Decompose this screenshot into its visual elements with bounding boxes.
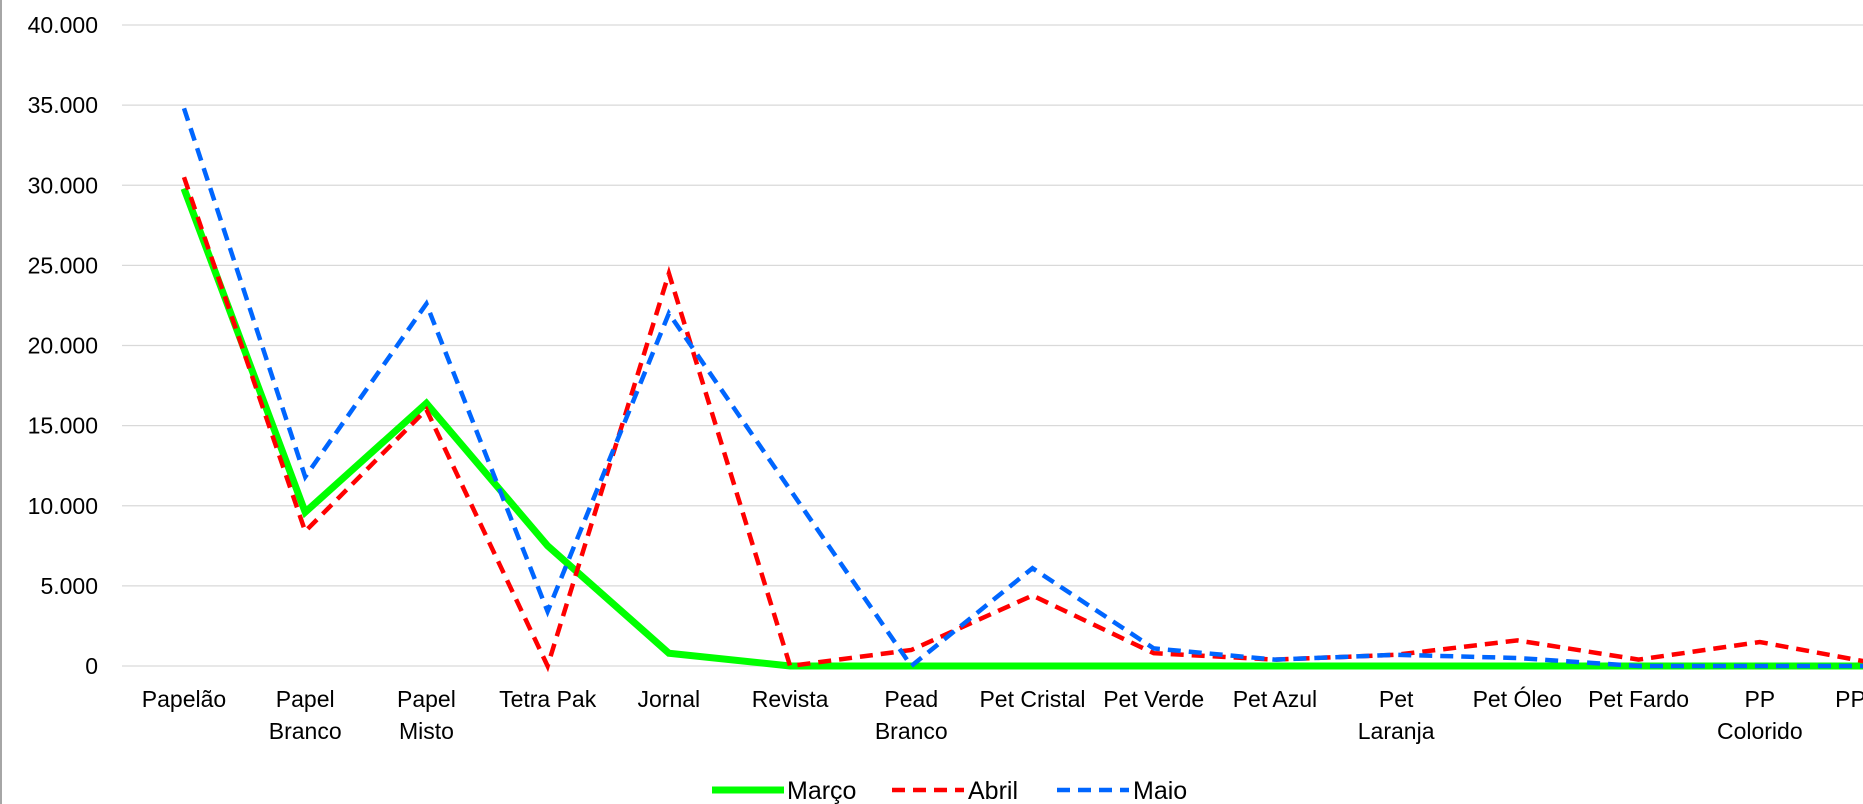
x-tick-label: Pet Óleo xyxy=(1473,686,1563,712)
y-tick-label: 25.000 xyxy=(28,252,98,278)
x-tick-label: Revista xyxy=(752,686,829,712)
legend-label: Março xyxy=(787,777,856,804)
series-line-0 xyxy=(184,189,1863,667)
x-tick-label: Papel Misto xyxy=(397,686,456,744)
x-tick-label: Pet Verde xyxy=(1103,686,1204,712)
y-tick-label: 0 xyxy=(85,653,98,679)
x-tick-label: Pet Laranja xyxy=(1358,686,1435,744)
x-tick-label: PP Colorido xyxy=(1717,686,1803,744)
y-tick-label: 35.000 xyxy=(28,92,98,118)
series-line-1 xyxy=(184,177,1863,666)
y-tick-label: 30.000 xyxy=(28,172,98,198)
x-tick-label: Papel Branco xyxy=(269,686,342,744)
y-tick-label: 40.000 xyxy=(28,12,98,38)
x-tick-label: Papelão xyxy=(142,686,226,712)
y-tick-label: 15.000 xyxy=(28,413,98,439)
y-gridlines xyxy=(122,25,1863,666)
x-tick-label: Pead Branco xyxy=(875,686,948,744)
y-tick-label: 5.000 xyxy=(40,573,98,599)
series-lines xyxy=(184,108,1863,666)
legend: Março Abril Maio xyxy=(712,777,1187,804)
legend-label: Maio xyxy=(1133,777,1187,804)
x-tick-label: Pet Cristal xyxy=(979,686,1085,712)
y-axis: 0 5.000 10.000 15.000 20.000 25.000 30.000 35.0… xyxy=(28,12,98,679)
y-tick-label: 20.000 xyxy=(28,333,98,359)
x-tick-label: Jornal xyxy=(638,686,701,712)
series-line-2 xyxy=(184,108,1863,666)
x-tick-label: Pet Azul xyxy=(1233,686,1317,712)
x-tick-label: Pet Fardo xyxy=(1588,686,1689,712)
x-tick-label: PP Preto xyxy=(1835,686,1863,712)
y-tick-label: 10.000 xyxy=(28,493,98,519)
x-tick-label: Tetra Pak xyxy=(499,686,597,712)
x-axis: Papelão Papel Branco Papel Misto Tetra Pak Jor… xyxy=(142,686,1863,744)
legend-label: Abril xyxy=(968,777,1018,804)
